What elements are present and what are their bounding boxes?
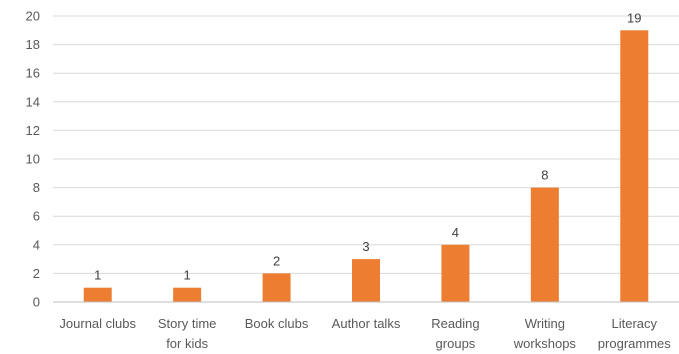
x-category-label: Writing workshops xyxy=(513,316,577,351)
bar xyxy=(441,244,470,302)
bar xyxy=(173,287,202,302)
x-category-label: Journal clubs xyxy=(59,316,136,331)
bar xyxy=(262,273,291,302)
bars xyxy=(83,30,649,303)
y-tick-label: 14 xyxy=(26,94,40,109)
y-tick-label: 10 xyxy=(26,152,40,167)
y-tick-label: 20 xyxy=(26,9,40,24)
x-axis-category-labels: Journal clubs Story time for kids Book club… xyxy=(59,316,671,351)
y-tick-label: 16 xyxy=(26,66,40,81)
data-label: 1 xyxy=(184,268,191,283)
y-tick-label: 0 xyxy=(33,295,40,310)
bar xyxy=(83,287,112,302)
data-label: 1 xyxy=(94,268,101,283)
y-axis-tick-labels: 0 2 4 6 8 10 12 14 16 18 20 xyxy=(26,9,40,310)
y-tick-label: 8 xyxy=(33,180,40,195)
data-label: 4 xyxy=(452,225,459,240)
y-tick-label: 6 xyxy=(33,209,40,224)
bar xyxy=(352,259,380,302)
data-label: 3 xyxy=(362,239,369,254)
x-category-label: Reading groups xyxy=(431,316,479,351)
bar xyxy=(530,187,559,302)
gridlines xyxy=(53,15,679,274)
x-category-label: Literacy programmes xyxy=(598,316,671,351)
y-tick-label: 2 xyxy=(33,266,40,281)
data-labels: 1 1 2 3 4 8 19 xyxy=(94,10,641,282)
x-category-label: Story time for kids xyxy=(158,316,217,351)
data-label: 2 xyxy=(273,253,280,268)
y-tick-label: 18 xyxy=(26,37,40,52)
bar xyxy=(620,30,649,303)
x-category-label: Book clubs xyxy=(245,316,309,331)
data-label: 8 xyxy=(541,168,548,183)
data-label: 19 xyxy=(627,10,641,25)
y-tick-label: 12 xyxy=(26,123,40,138)
x-category-label: Author talks xyxy=(332,316,401,331)
y-tick-label: 4 xyxy=(33,237,40,252)
